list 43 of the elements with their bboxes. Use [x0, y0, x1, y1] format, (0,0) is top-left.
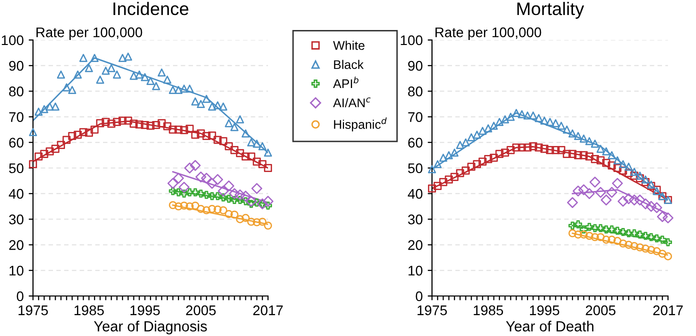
y-tick-label: 20	[408, 240, 422, 250]
y-tick-label: 100	[2, 35, 24, 46]
y-axis-title: Rate per 100,000	[36, 27, 142, 40]
y-tick-label: 90	[9, 60, 24, 71]
y-tick-label: 80	[408, 86, 422, 96]
x-tick-label: 2005	[586, 305, 616, 316]
x-tick-label: 1995	[130, 305, 160, 316]
y-tick-label: 10	[408, 266, 422, 276]
x-tick-label: 2005	[186, 305, 216, 316]
legend-label: White	[333, 40, 364, 50]
x-tick-label: 1985	[474, 305, 504, 316]
x-tick-label: 1995	[530, 305, 560, 316]
chart-title: Incidence	[114, 2, 188, 16]
y-tick-label: 60	[408, 138, 422, 148]
legend-label: API$^{b}$	[333, 76, 358, 88]
y-tick-label: 40	[8, 188, 24, 199]
chart-title: Mortality	[517, 2, 584, 19]
x-tick-label: 2017	[253, 305, 283, 316]
x-axis-title: Year of Death	[506, 320, 594, 332]
legend-label: Black	[334, 60, 364, 70]
y-tick-label: 100	[400, 35, 422, 46]
y-tick-label: 70	[9, 112, 24, 122]
y-tick-label: 40	[408, 188, 422, 199]
y-tick-label: 20	[9, 240, 24, 250]
y-tick-label: 80	[9, 86, 24, 96]
y-tick-label: 70	[408, 112, 422, 122]
y-tick-label: 30	[9, 214, 24, 224]
x-tick-label: 2017	[653, 305, 683, 316]
y-tick-label: 0	[416, 291, 422, 302]
legend-label: Hispanic$^{d}$	[334, 117, 387, 132]
y-tick-label: 50	[9, 163, 24, 174]
y-tick-label: 0	[16, 291, 24, 302]
y-tick-label: 30	[408, 214, 422, 224]
x-tick-label: 1985	[74, 305, 104, 316]
x-tick-label: 1975	[418, 305, 447, 316]
y-tick-label: 50	[408, 163, 422, 174]
x-tick-label: 1975	[18, 305, 48, 316]
y-axis-title: Rate per 100,000	[436, 27, 542, 40]
y-tick-label: 60	[9, 138, 24, 148]
y-tick-label: 90	[408, 60, 422, 71]
y-tick-label: 10	[10, 266, 24, 276]
x-axis-title: Year of Diagnosis	[94, 320, 207, 334]
legend-label: AI/AN$^{c}$	[333, 97, 371, 108]
